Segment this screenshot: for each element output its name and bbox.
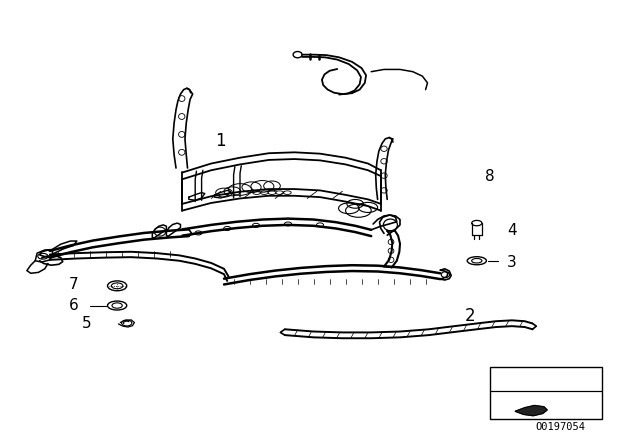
- Text: 2: 2: [465, 307, 476, 325]
- Text: 7: 7: [68, 277, 79, 292]
- Text: 4: 4: [507, 223, 517, 238]
- Text: 5: 5: [81, 316, 92, 331]
- Bar: [490, 367, 602, 419]
- Text: 8: 8: [484, 169, 495, 185]
- Text: O0197054: O0197054: [535, 422, 585, 432]
- Text: 6: 6: [68, 298, 79, 313]
- Text: 1: 1: [216, 132, 226, 150]
- Polygon shape: [515, 405, 547, 416]
- Text: 3: 3: [507, 254, 517, 270]
